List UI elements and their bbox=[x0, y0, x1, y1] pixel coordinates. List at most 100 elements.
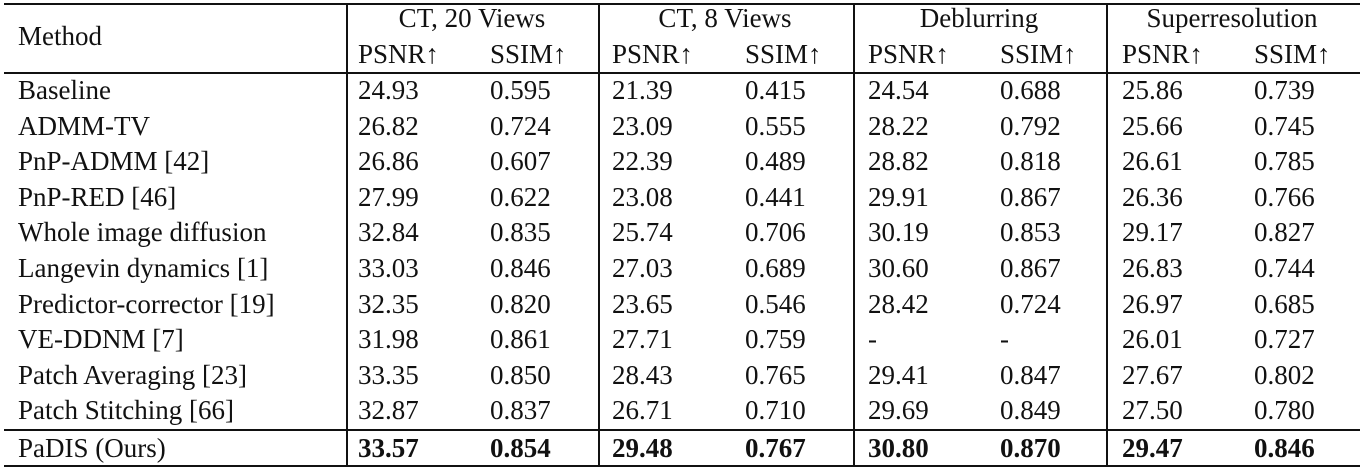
metric-value: 0.744 bbox=[1254, 253, 1315, 283]
metric-header: SSIM↑ bbox=[1254, 39, 1331, 69]
metric-value: 0.759 bbox=[745, 324, 806, 355]
metric-value: 0.766 bbox=[1254, 181, 1315, 212]
metric-value: 25.86 bbox=[1122, 75, 1183, 105]
metric-value: 0.489 bbox=[745, 146, 806, 177]
metric-value: 29.69 bbox=[868, 395, 929, 426]
metric-header: PSNR↑ bbox=[358, 39, 440, 69]
method-name: Patch Averaging [23] bbox=[18, 359, 247, 390]
metric-value: 30.19 bbox=[868, 217, 929, 248]
metric-value: 26.36 bbox=[1122, 181, 1183, 212]
metric-value: 25.66 bbox=[1122, 110, 1183, 141]
rule bbox=[4, 465, 1360, 467]
method-name: PnP-RED [46] bbox=[18, 181, 177, 212]
metric-value: 32.87 bbox=[358, 395, 419, 426]
metric-header: PSNR↑ bbox=[1122, 39, 1204, 69]
metric-value: 27.67 bbox=[1122, 359, 1183, 390]
method-name: PaDIS (Ours) bbox=[18, 433, 166, 463]
metric-value: 0.441 bbox=[745, 181, 806, 212]
metric-value: 0.685 bbox=[1254, 288, 1315, 319]
metric-value: 27.99 bbox=[358, 181, 419, 212]
group-header: CT, 20 Views bbox=[398, 3, 546, 33]
metric-header: SSIM↑ bbox=[745, 39, 822, 69]
metric-value: 26.97 bbox=[1122, 288, 1183, 319]
metric-value: 0.854 bbox=[490, 433, 551, 463]
metric-value: 0.820 bbox=[490, 288, 551, 319]
metric-value: 29.17 bbox=[1122, 217, 1183, 248]
metric-value: 26.82 bbox=[358, 110, 419, 141]
metric-value: 0.607 bbox=[490, 146, 551, 177]
metric-value: 26.61 bbox=[1122, 146, 1183, 177]
method-name: PnP-ADMM [42] bbox=[18, 146, 210, 177]
method-name: Predictor-corrector [19] bbox=[18, 288, 275, 319]
metric-value: 28.42 bbox=[868, 288, 929, 319]
metric-value: 0.706 bbox=[745, 217, 806, 248]
metric-value: 0.802 bbox=[1254, 359, 1315, 390]
metric-value: 0.847 bbox=[1000, 359, 1061, 390]
method-name: Whole image diffusion bbox=[18, 217, 267, 248]
metric-value: 23.09 bbox=[612, 110, 673, 141]
metric-value: 0.745 bbox=[1254, 110, 1315, 141]
metric-value: 23.65 bbox=[612, 288, 673, 319]
metric-value: 29.41 bbox=[868, 359, 929, 390]
metric-value: 0.837 bbox=[490, 395, 551, 426]
metric-value: 0.792 bbox=[1000, 110, 1061, 141]
metric-value: 22.39 bbox=[612, 146, 673, 177]
column-divider bbox=[1106, 3, 1108, 467]
metric-value: 0.827 bbox=[1254, 217, 1315, 248]
rule bbox=[4, 3, 1360, 5]
metric-value: 27.50 bbox=[1122, 395, 1183, 426]
metric-value: 24.54 bbox=[868, 75, 929, 105]
group-header: Deblurring bbox=[919, 3, 1039, 33]
column-divider bbox=[346, 3, 348, 467]
metric-value: 0.689 bbox=[745, 253, 806, 283]
metric-value: 31.98 bbox=[358, 324, 419, 355]
metric-value: 26.86 bbox=[358, 146, 419, 177]
metric-value: 0.727 bbox=[1254, 324, 1315, 355]
column-divider bbox=[598, 3, 600, 467]
metric-value: 28.22 bbox=[868, 110, 929, 141]
metric-value: 24.93 bbox=[358, 75, 419, 105]
metric-value: 26.83 bbox=[1122, 253, 1183, 283]
metric-value: - bbox=[1000, 324, 1009, 355]
metric-value: 0.724 bbox=[1000, 288, 1061, 319]
metric-value: 32.84 bbox=[358, 217, 419, 248]
metric-value: - bbox=[868, 324, 877, 355]
metric-value: 0.739 bbox=[1254, 75, 1315, 105]
metric-value: 33.03 bbox=[358, 253, 419, 283]
metric-value: 0.710 bbox=[745, 395, 806, 426]
metric-value: 0.818 bbox=[1000, 146, 1061, 177]
metric-value: 0.861 bbox=[490, 324, 551, 355]
metric-value: 30.80 bbox=[868, 433, 929, 463]
rule bbox=[4, 429, 1360, 431]
rule bbox=[4, 72, 1360, 74]
metric-value: 26.01 bbox=[1122, 324, 1183, 355]
metric-value: 0.867 bbox=[1000, 181, 1061, 212]
metric-value: 0.850 bbox=[490, 359, 551, 390]
metric-value: 0.724 bbox=[490, 110, 551, 141]
metric-value: 0.785 bbox=[1254, 146, 1315, 177]
method-name: Baseline bbox=[18, 75, 111, 105]
metric-value: 0.765 bbox=[745, 359, 806, 390]
metric-value: 33.35 bbox=[358, 359, 419, 390]
metric-value: 0.870 bbox=[1000, 433, 1061, 463]
metric-value: 0.688 bbox=[1000, 75, 1061, 105]
metric-value: 27.71 bbox=[612, 324, 673, 355]
metric-value: 29.91 bbox=[868, 181, 929, 212]
metric-value: 0.767 bbox=[745, 433, 806, 463]
metric-value: 0.780 bbox=[1254, 395, 1315, 426]
column-divider bbox=[853, 3, 855, 467]
metric-value: 0.867 bbox=[1000, 253, 1061, 283]
metric-value: 30.60 bbox=[868, 253, 929, 283]
metric-header: SSIM↑ bbox=[1000, 39, 1077, 69]
metric-header: SSIM↑ bbox=[490, 39, 567, 69]
metric-value: 0.622 bbox=[490, 181, 551, 212]
metric-value: 23.08 bbox=[612, 181, 673, 212]
group-header: CT, 8 Views bbox=[658, 3, 792, 33]
metric-value: 27.03 bbox=[612, 253, 673, 283]
metric-value: 0.595 bbox=[490, 75, 551, 105]
metric-header: PSNR↑ bbox=[868, 39, 950, 69]
metric-value: 0.835 bbox=[490, 217, 551, 248]
method-name: VE-DDNM [7] bbox=[18, 324, 184, 355]
metric-value: 33.57 bbox=[358, 433, 419, 463]
